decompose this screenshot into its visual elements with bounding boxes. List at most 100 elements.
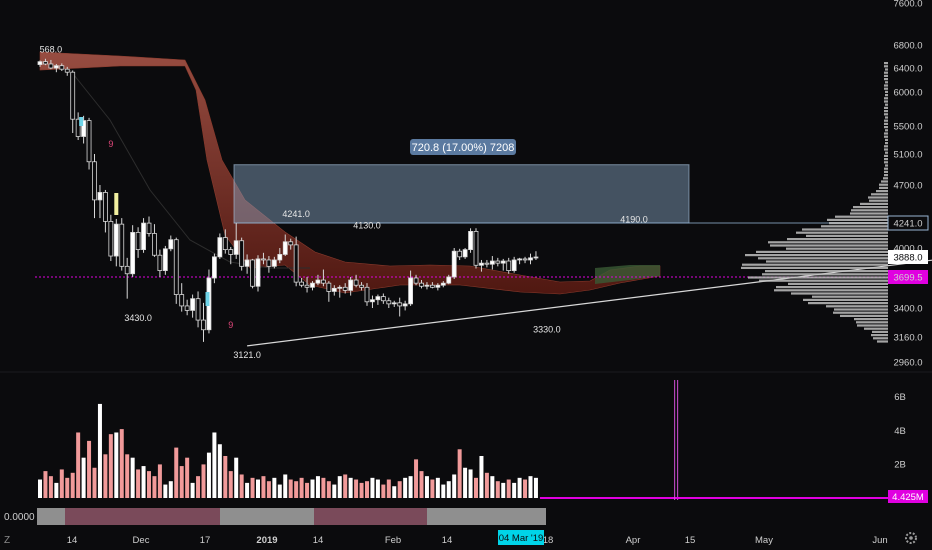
volume-profile-bar	[812, 295, 888, 298]
candle-body	[533, 256, 539, 259]
candle	[299, 277, 305, 288]
volume-bar	[163, 484, 168, 498]
candle	[408, 270, 414, 306]
candlestick-series[interactable]	[37, 58, 539, 342]
candle-body	[495, 260, 501, 264]
candle	[179, 283, 185, 312]
volume-bar	[157, 464, 162, 498]
volume-bar	[168, 481, 173, 498]
price-tick-label: 3160.0	[893, 333, 922, 344]
candle	[293, 236, 299, 287]
magenta-level-tag	[888, 270, 928, 284]
candle-body	[195, 298, 201, 321]
volume-bar	[310, 479, 315, 498]
candle-body	[353, 279, 359, 286]
price-tick-label: 3699.5	[893, 273, 922, 284]
candle-body	[81, 120, 86, 137]
volume-bar	[272, 477, 277, 498]
candle-body	[97, 192, 103, 201]
volume-profile-bar	[788, 282, 888, 285]
price-tick-label: 4000.0	[893, 244, 922, 255]
volume-profile-bar	[791, 292, 888, 295]
candle-body	[168, 239, 174, 250]
volume-bar	[463, 467, 468, 498]
volume-bar	[452, 474, 457, 498]
price-annotation: 4130.0	[353, 221, 381, 231]
measure-tool[interactable]: 720.8 (17.00%) 7208	[233, 139, 690, 224]
price-tick-label: 3888.0	[893, 253, 922, 264]
price-tick-label: 6000.0	[893, 88, 922, 99]
volume-profile-bar	[885, 164, 888, 167]
volume-profile-bar	[871, 334, 888, 337]
candle	[462, 248, 468, 259]
volume-bar	[484, 472, 489, 498]
volume-profile-bar	[766, 260, 888, 263]
volume-bar	[506, 479, 511, 498]
candle-body	[146, 222, 152, 234]
volume-profile-bar	[884, 170, 888, 173]
time-tick-label: 17	[200, 535, 211, 546]
candle-body	[511, 259, 517, 271]
volume-profile-bar	[883, 177, 888, 180]
volume-profile-bar	[774, 289, 888, 292]
candle	[141, 218, 146, 253]
candle-body	[370, 299, 375, 303]
volume-bar	[392, 486, 397, 498]
candle	[495, 257, 501, 267]
volume-profile-bar	[864, 327, 888, 330]
candle	[282, 234, 288, 257]
volume-bar	[87, 440, 92, 498]
candle-body	[86, 120, 92, 163]
measure-box[interactable]	[233, 164, 690, 224]
volume-profile-bar	[884, 87, 888, 90]
volume-bar	[495, 481, 500, 498]
candle	[288, 238, 294, 250]
candle-body	[320, 279, 326, 284]
gear-icon[interactable]	[905, 532, 917, 544]
volume-profile-bar	[827, 218, 888, 221]
candle	[184, 299, 190, 316]
candle-body	[152, 233, 157, 256]
oscillator-segment	[220, 508, 314, 525]
volume-bar	[43, 471, 48, 498]
candle	[489, 256, 495, 270]
candle	[370, 295, 375, 308]
candle-body	[184, 305, 190, 311]
candle	[271, 256, 277, 269]
volume-profile-bar	[884, 62, 888, 65]
candle	[239, 237, 245, 271]
volume-profile-bar	[871, 193, 888, 196]
candle-body	[310, 282, 315, 288]
volume-bar	[474, 477, 478, 498]
candle	[261, 252, 266, 265]
volume-bar	[283, 474, 288, 498]
volume-profile-bar	[770, 244, 888, 247]
candle	[451, 248, 457, 280]
volume-bar	[441, 484, 446, 498]
candle-body	[402, 303, 408, 307]
candle-body	[217, 237, 223, 258]
ribbon-green-segment	[595, 265, 660, 284]
marked-level-tag	[887, 215, 929, 231]
candle	[70, 70, 76, 133]
volume-profile-bar	[885, 142, 888, 145]
oscillator-segment	[65, 508, 220, 525]
candle-body	[277, 254, 283, 261]
z-icon[interactable]: Z	[4, 535, 10, 546]
candle	[124, 257, 130, 299]
time-axis[interactable]: 14 Dec 17 2019 14 Feb 14 18 Apr 15 May Jun	[67, 535, 888, 546]
time-tick-label: 2019	[256, 535, 277, 546]
candle	[48, 59, 54, 70]
volume-profile-bar	[742, 263, 888, 266]
candle-body	[261, 258, 266, 261]
volume-profile-bar	[885, 129, 888, 132]
price-axis[interactable]: 7600.0 6800.0 6400.0 6000.0 5500.0 5100.0 4700…	[887, 0, 929, 369]
candle-body	[500, 260, 506, 264]
time-tick-label: 14	[313, 535, 324, 546]
volume-bar	[228, 471, 233, 498]
volume-profile-bar	[879, 186, 888, 189]
volume-profile-bar	[885, 68, 888, 71]
candle-body	[380, 296, 386, 302]
volume-bar	[419, 471, 424, 498]
